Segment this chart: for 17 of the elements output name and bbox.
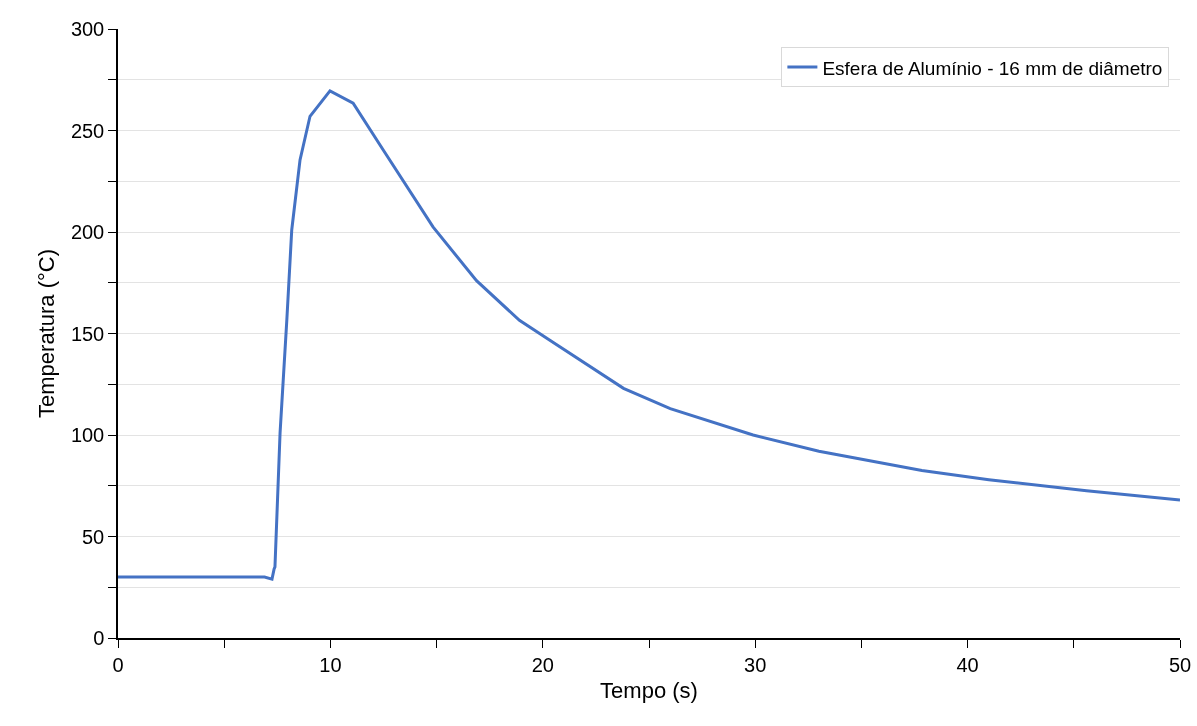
x-tick-label: 50 [1168,653,1192,676]
x-axis-title: Tempo (s) [600,678,698,704]
x-tick-label: 10 [319,653,342,676]
x-tick-label: 20 [531,653,554,676]
x-tick-label: 40 [956,653,979,676]
y-axis-title: Temperatura (°C) [34,249,60,418]
y-tick-label: 50 [82,525,105,548]
line-series [118,89,1180,581]
x-tick-label: 0 [112,653,124,676]
x-tick-label: 30 [744,653,767,676]
y-tick-label: 0 [93,627,105,649]
y-tick-label: 100 [70,424,105,446]
legend-label: Esfera de Alumínio - 16 mm de diâmetro [822,57,1163,79]
y-tick-label: 300 [70,18,105,40]
y-tick-label: 200 [70,221,105,243]
y-tick-label: 150 [70,322,105,345]
y-tick-label: 250 [70,119,105,142]
